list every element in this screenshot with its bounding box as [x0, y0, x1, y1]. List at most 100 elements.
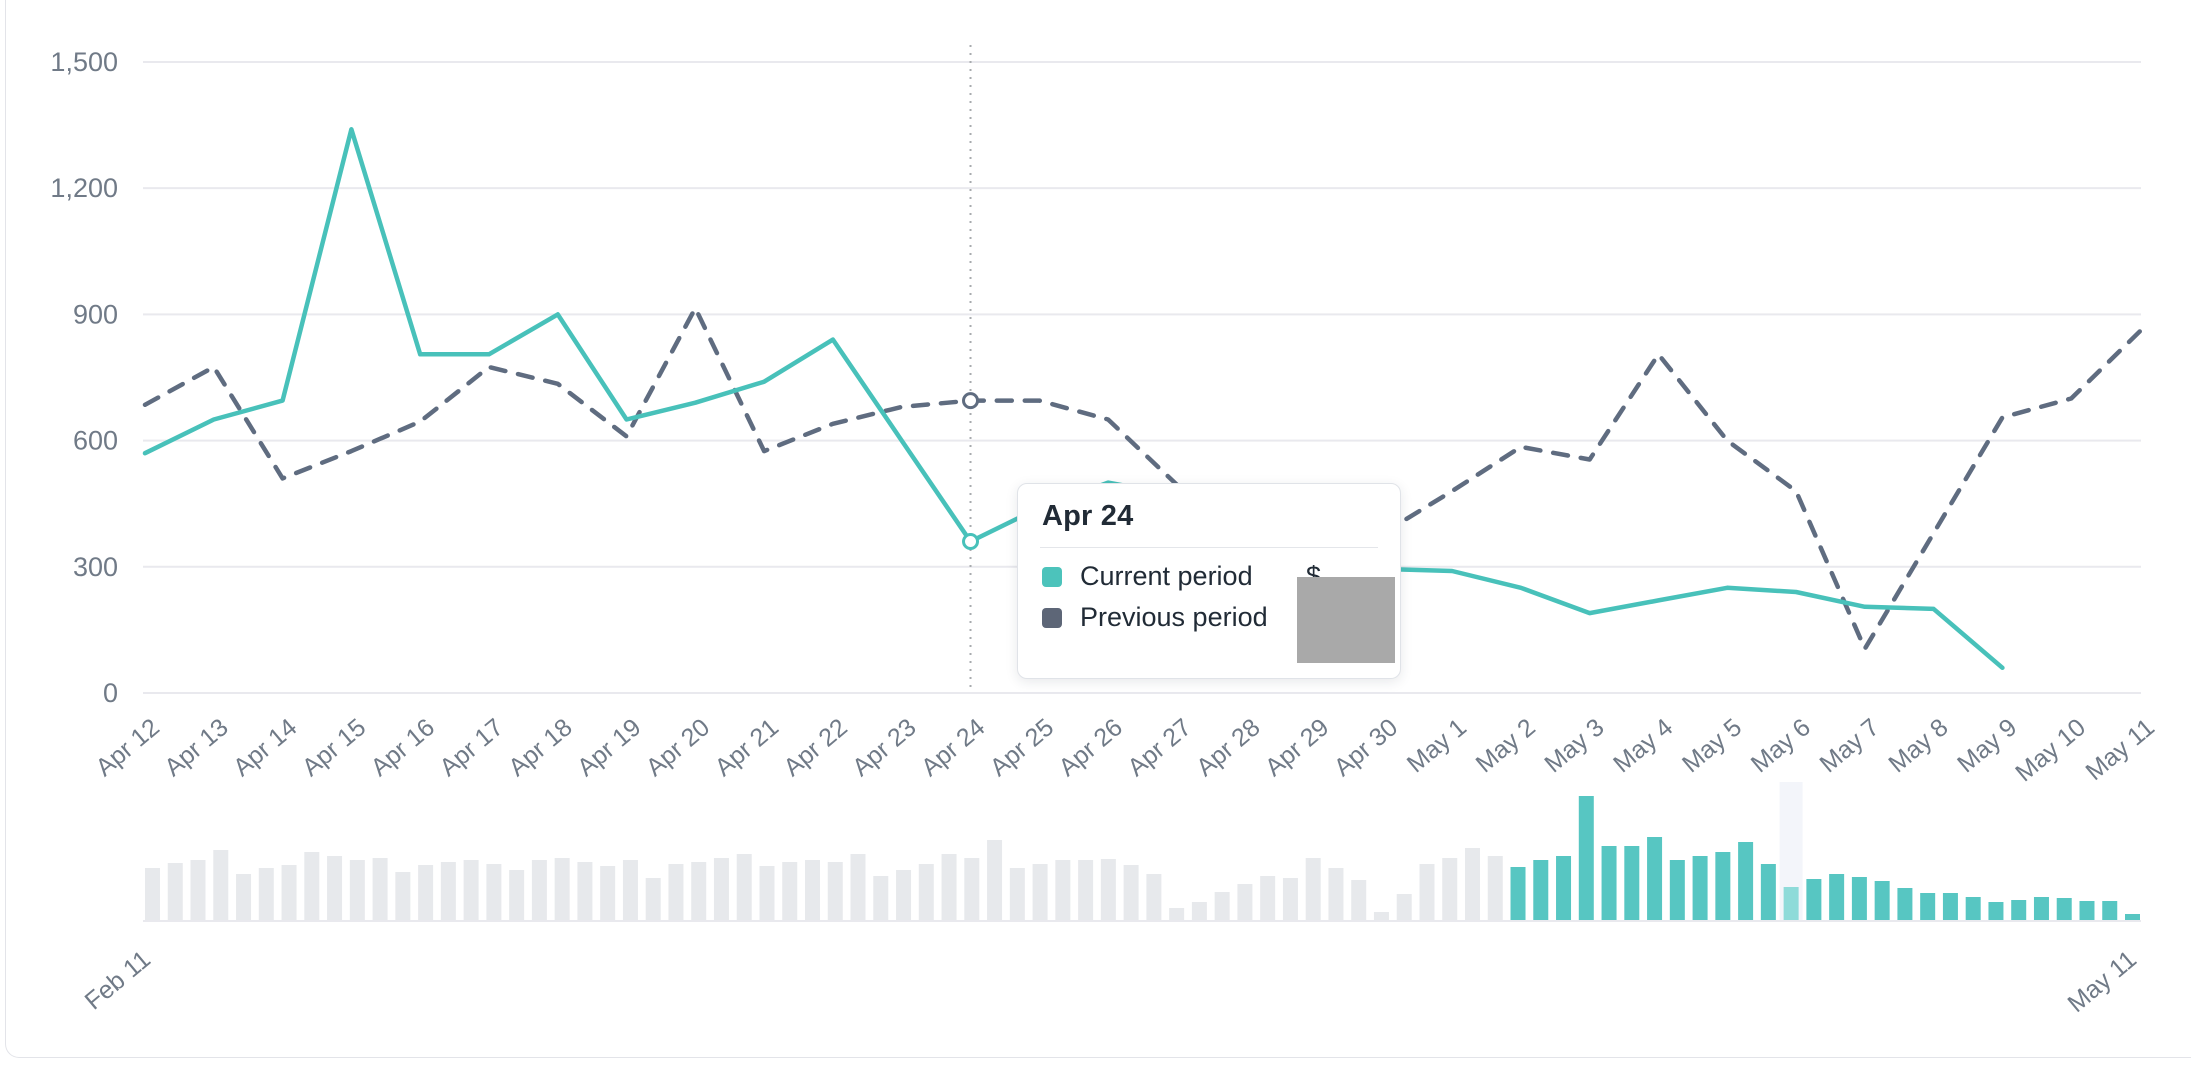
mini-bar: [2056, 898, 2072, 920]
mini-bar: [1624, 846, 1640, 920]
x-axis-label: May 5: [1677, 713, 1747, 778]
x-axis-label: May 3: [1539, 713, 1609, 778]
x-axis-label: Apr 30: [1329, 713, 1403, 782]
previous-period-marker: [962, 392, 980, 410]
mini-bar: [1009, 868, 1025, 920]
mini-bar: [304, 852, 320, 920]
x-axis-label: Apr 29: [1260, 713, 1334, 782]
mini-bar: [1556, 856, 1572, 920]
x-axis-label: Apr 20: [641, 713, 715, 782]
mini-bar: [372, 858, 388, 920]
mini-bar: [691, 862, 707, 920]
mini-bar: [1078, 860, 1094, 920]
mini-bar: [1669, 860, 1685, 920]
current-period-marker: [962, 533, 980, 551]
previous-period-swatch: [1042, 607, 1062, 628]
previous-period-label: Previous period: [1080, 602, 1268, 632]
mini-bar: [2079, 901, 2095, 920]
mini-bar: [213, 850, 229, 920]
mini-bar: [1897, 888, 1913, 920]
mini-bar: [1123, 865, 1139, 920]
mini-bar: [1465, 848, 1480, 920]
mini-bar: [1260, 876, 1276, 920]
x-axis-label: Apr 26: [1054, 713, 1128, 782]
range-selector[interactable]: [145, 775, 2140, 920]
x-axis-label: Apr 22: [778, 713, 852, 782]
mini-bar: [1237, 884, 1253, 920]
mini-bar: [1829, 874, 1845, 920]
mini-bar: [805, 860, 820, 920]
x-axis-label: May 1: [1402, 713, 1472, 778]
mini-bar: [1191, 902, 1207, 920]
mini-highlight-column: [1779, 782, 1803, 920]
mini-bar: [1305, 858, 1321, 920]
x-axis-label: Apr 24: [916, 713, 990, 782]
x-axis-label: Apr 23: [847, 713, 921, 782]
mini-bar: [2102, 901, 2118, 920]
y-axis-label: 600: [73, 426, 118, 456]
x-axis-label: Apr 27: [1122, 713, 1196, 782]
mini-bar: [850, 854, 866, 920]
x-axis-label: Apr 25: [985, 713, 1059, 782]
mini-bar: [2125, 914, 2140, 920]
mini-bar: [349, 860, 365, 920]
mini-bar: [236, 874, 252, 920]
mini-bar: [1032, 864, 1048, 920]
current-period-label: Current period: [1080, 561, 1253, 591]
mini-bar: [145, 868, 160, 920]
mini-bar: [645, 878, 661, 920]
mini-bar: [1874, 881, 1890, 920]
mini-bar: [964, 858, 980, 920]
x-axis-label: Apr 19: [572, 713, 646, 782]
mini-bar: [782, 862, 798, 920]
mini-bar: [1510, 867, 1526, 920]
mini-bar: [327, 856, 343, 920]
mini-axis-label-start: Feb 11: [80, 945, 156, 1015]
x-axis-label: May 2: [1471, 713, 1541, 778]
mini-bar: [1942, 893, 1958, 920]
x-axis-label: Apr 21: [710, 713, 784, 782]
y-axis-label: 300: [73, 552, 118, 582]
mini-bar: [486, 864, 502, 920]
mini-bar: [554, 858, 570, 920]
mini-bar: [1988, 902, 2004, 920]
mini-bar: [509, 870, 525, 920]
mini-bar: [1169, 908, 1185, 920]
x-axis-label: Apr 17: [434, 713, 508, 782]
mini-bar: [759, 866, 775, 920]
mini-bar: [258, 868, 274, 920]
mini-bar: [736, 854, 752, 920]
mini-bar: [2011, 900, 2027, 920]
mini-bar: [713, 858, 729, 920]
y-axis-label: 0: [103, 678, 118, 708]
x-axis-label: May 8: [1883, 713, 1953, 778]
redacted-values-block: [1297, 577, 1395, 663]
mini-bar: [1760, 864, 1776, 920]
mini-bar: [941, 854, 957, 920]
mini-bar: [1601, 846, 1617, 920]
mini-bar: [1647, 837, 1663, 920]
mini-bar: [987, 840, 1003, 920]
mini-bar: [418, 865, 434, 920]
mini-bar: [440, 862, 456, 920]
previous-period-line: [142, 305, 2143, 652]
mini-bar: [577, 862, 593, 920]
mini-bar: [1328, 868, 1344, 920]
mini-bar: [531, 860, 547, 920]
mini-axis-label-end: May 11: [2062, 945, 2141, 1018]
mini-bar: [1715, 852, 1731, 920]
mini-bar: [622, 860, 638, 920]
x-axis-label: Apr 12: [90, 713, 164, 782]
mini-bar: [281, 865, 297, 920]
mini-bar: [395, 872, 411, 920]
current-period-swatch: [1042, 566, 1062, 587]
mini-bar: [1920, 893, 1936, 920]
mini-bar: [827, 862, 843, 920]
x-axis-label: Apr 18: [503, 713, 577, 782]
y-axis-label: 900: [73, 299, 118, 329]
mini-bar: [1146, 874, 1162, 920]
mini-bar: [668, 864, 684, 920]
mini-bar: [1100, 859, 1116, 920]
x-axis-label: Apr 14: [228, 713, 302, 782]
